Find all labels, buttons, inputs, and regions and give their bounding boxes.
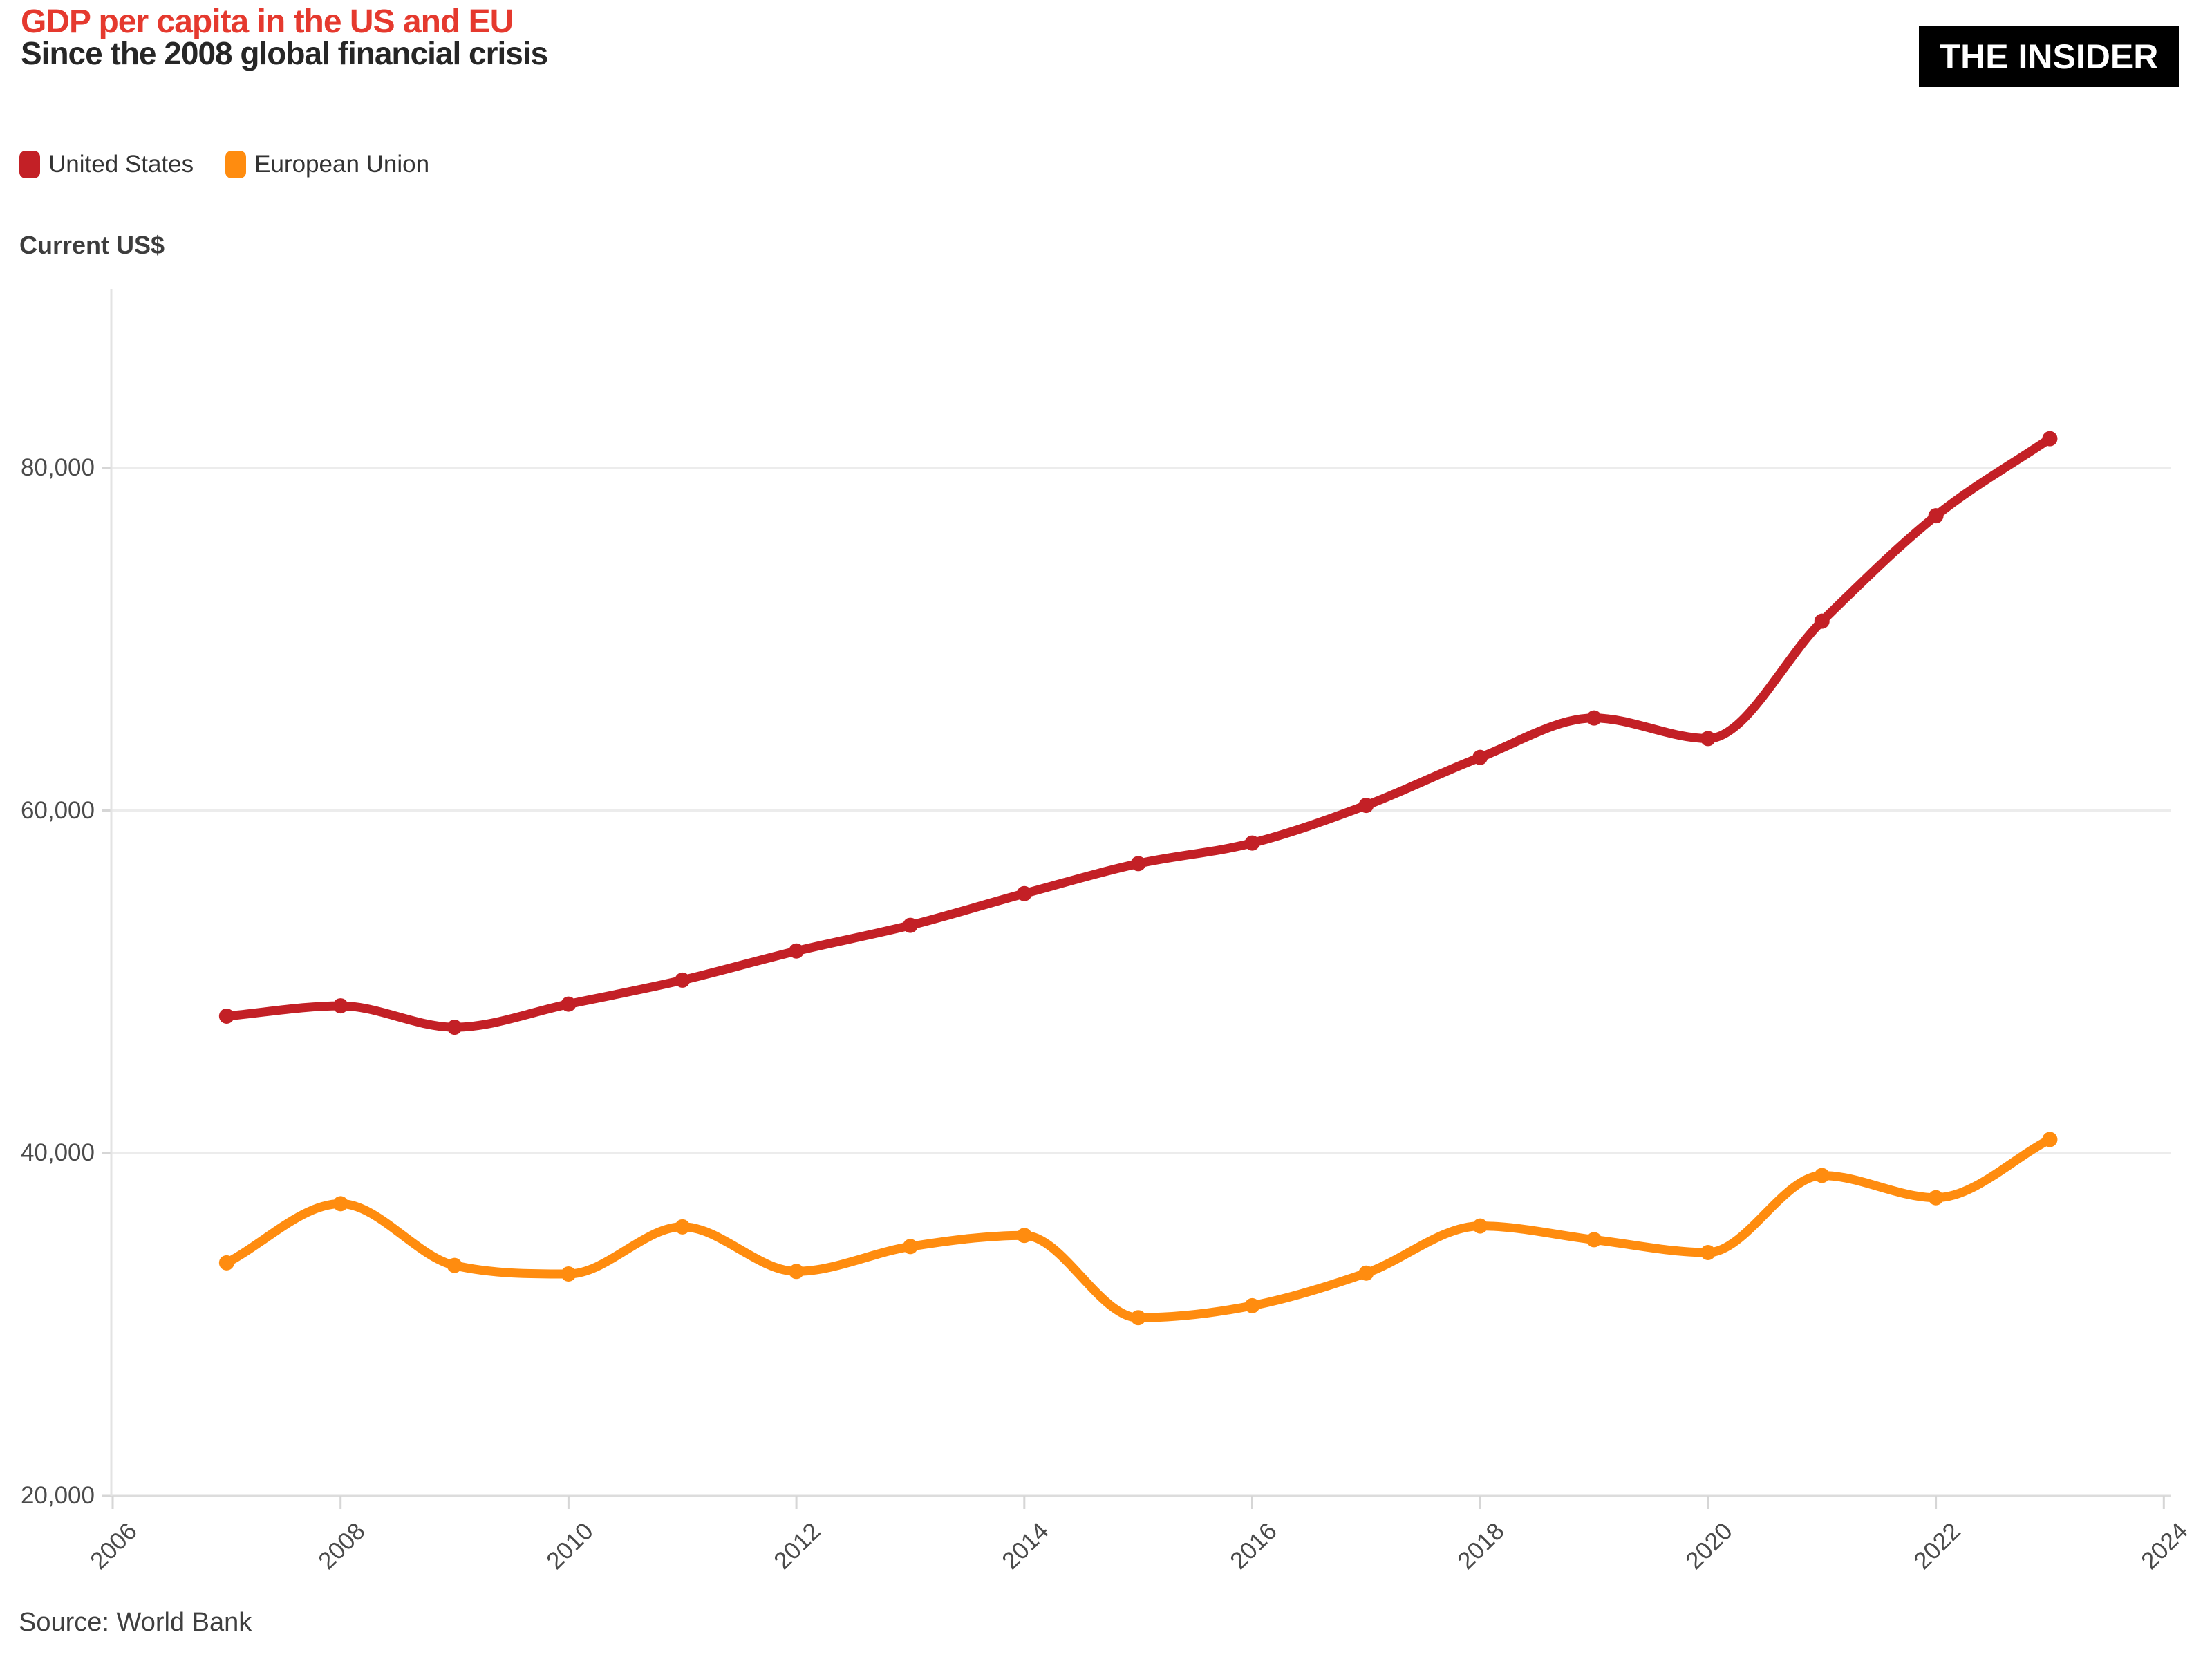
data-point-european-union	[902, 1239, 918, 1255]
data-point-european-union	[447, 1257, 462, 1273]
data-point-united-states	[1244, 835, 1260, 851]
data-point-european-union	[218, 1255, 234, 1271]
legend-label: United States	[48, 151, 194, 178]
y-tick-label: 60,000	[20, 796, 95, 824]
data-point-european-union	[332, 1196, 348, 1212]
data-point-united-states	[447, 1020, 462, 1035]
data-point-european-union	[1016, 1228, 1032, 1244]
data-point-european-union	[1472, 1218, 1488, 1234]
data-point-european-union	[1358, 1265, 1374, 1281]
data-point-united-states	[1130, 856, 1146, 872]
data-point-united-states	[218, 1008, 234, 1024]
data-point-european-union	[1814, 1168, 1830, 1183]
legend-swatch-icon	[19, 151, 40, 178]
data-point-european-union	[1244, 1297, 1260, 1313]
y-tick-label: 40,000	[20, 1139, 95, 1167]
data-point-united-states	[675, 972, 691, 988]
data-point-united-states	[2042, 431, 2058, 447]
legend-label: European Union	[254, 151, 430, 178]
source-note: Source: World Bank	[19, 1608, 252, 1637]
data-point-united-states	[1016, 885, 1032, 901]
data-point-european-union	[675, 1219, 691, 1235]
data-point-european-union	[789, 1264, 805, 1280]
data-point-united-states	[1472, 749, 1488, 765]
y-axis-title: Current US$	[19, 231, 165, 259]
data-point-united-states	[1358, 798, 1374, 814]
data-point-united-states	[1586, 710, 1602, 726]
y-tick-label: 20,000	[20, 1482, 95, 1509]
data-point-united-states	[1928, 508, 1944, 524]
data-point-united-states	[902, 917, 918, 933]
data-point-european-union	[561, 1266, 577, 1282]
y-tick-label: 80,000	[20, 453, 95, 481]
data-point-european-union	[1700, 1245, 1716, 1261]
data-point-european-union	[1928, 1190, 1944, 1206]
brand-logo: THE INSIDER	[1919, 26, 2179, 87]
legend-item-united-states: United States	[19, 151, 194, 178]
data-point-european-union	[1586, 1232, 1602, 1248]
legend-swatch-icon	[225, 151, 247, 178]
legend: United States European Union	[19, 151, 429, 178]
data-point-united-states	[1700, 731, 1716, 747]
data-point-united-states	[789, 943, 805, 959]
legend-item-european-union: European Union	[225, 151, 429, 178]
data-point-united-states	[561, 996, 577, 1012]
data-point-european-union	[1130, 1310, 1146, 1326]
page-subtitle: Since the 2008 global financial crisis	[21, 35, 548, 71]
data-point-united-states	[332, 998, 348, 1014]
data-point-european-union	[2042, 1132, 2058, 1147]
series-line-european-union	[222, 1134, 2054, 1322]
data-point-united-states	[1814, 613, 1830, 629]
page-title: GDP per capita in the US and EU	[21, 3, 514, 40]
series-line-united-states	[222, 434, 2054, 1032]
